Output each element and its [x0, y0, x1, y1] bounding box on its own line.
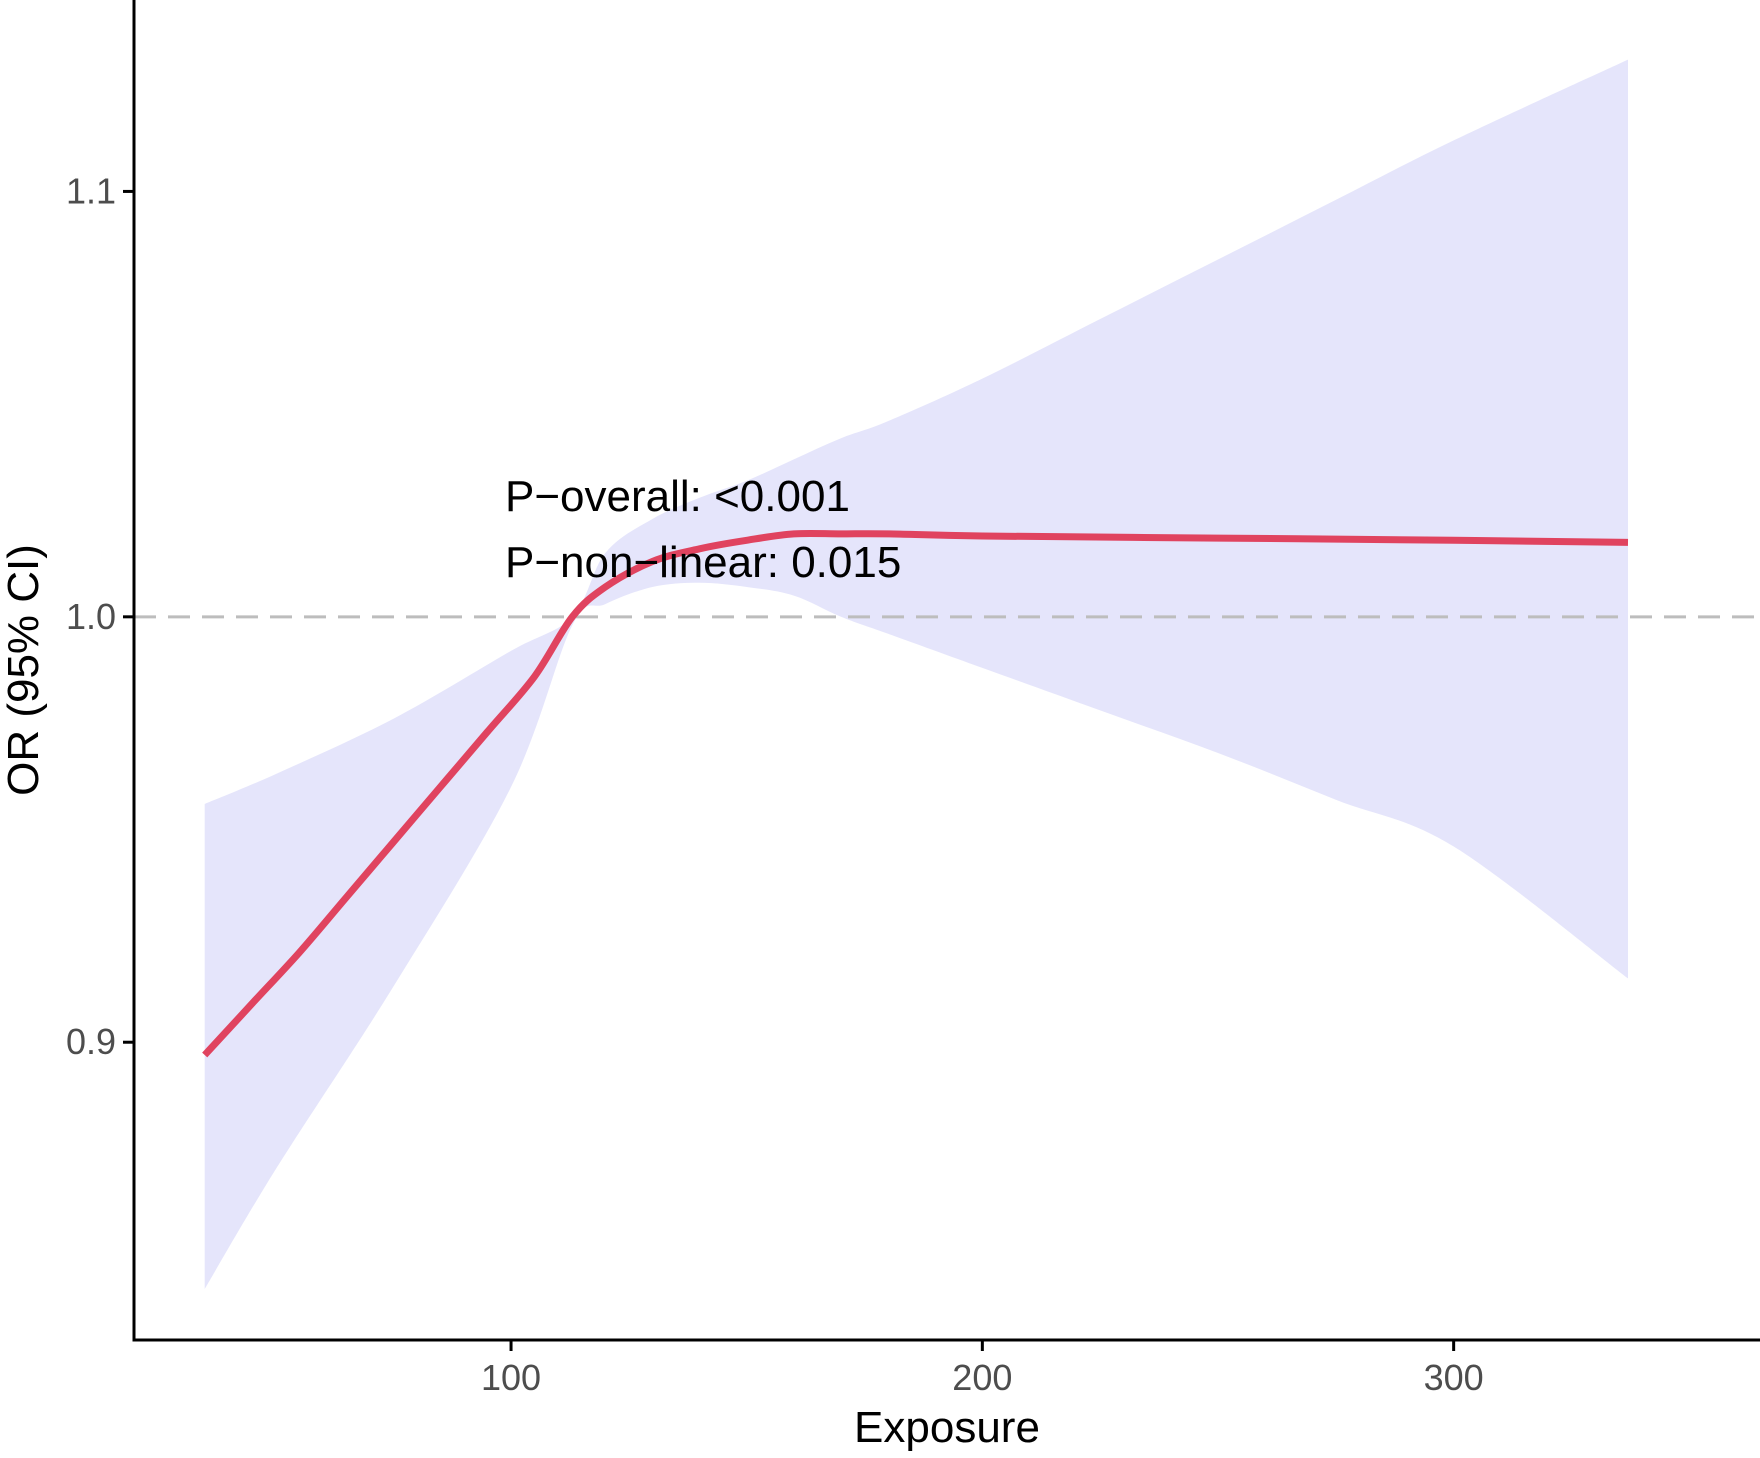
p-overall-annotation: P−overall: <0.001 — [505, 472, 850, 521]
x-tick-label: 200 — [952, 1357, 1012, 1398]
x-tick-label: 300 — [1424, 1357, 1484, 1398]
y-tick-label: 0.9 — [66, 1021, 116, 1062]
y-axis-title: OR (95% CI) — [0, 544, 48, 796]
y-tick-label: 1.0 — [66, 596, 116, 637]
axes: 0.9 1.0 1.1 100 200 300 — [66, 0, 1760, 1398]
p-nonlinear-annotation: P−non−linear: 0.015 — [505, 538, 901, 587]
x-tick-label: 100 — [481, 1357, 541, 1398]
y-tick-label: 1.1 — [66, 170, 116, 211]
plot-area — [134, 59, 1760, 1290]
or-curve-line — [202, 529, 1629, 1058]
x-axis-title: Exposure — [854, 1403, 1040, 1452]
confidence-band — [204, 59, 1629, 1290]
